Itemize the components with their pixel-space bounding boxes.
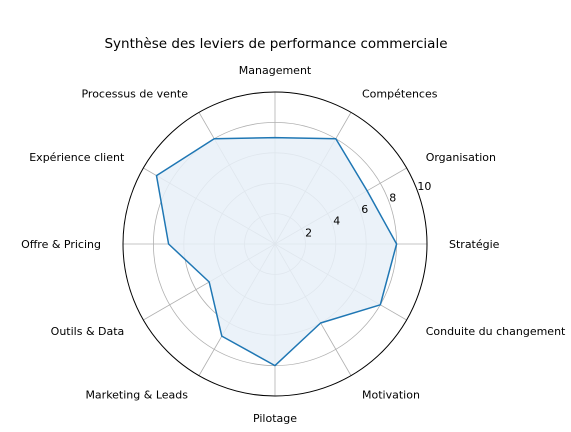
category-label-3: Compétences xyxy=(362,87,438,100)
category-label-11: Motivation xyxy=(362,389,420,402)
label-layer: Stratégie Organisation Compétences Manageme… xyxy=(21,64,566,425)
radial-tick-label-5: 10 xyxy=(417,180,431,193)
category-label-4: Management xyxy=(239,64,312,77)
radial-tick-label-2: 4 xyxy=(333,215,340,228)
radial-tick-label-3: 6 xyxy=(361,203,368,216)
category-label-12: Conduite du changement xyxy=(426,325,566,338)
category-label-5: Processus de vente xyxy=(81,87,188,100)
radial-tick-label-4: 8 xyxy=(389,192,396,205)
category-label-2: Organisation xyxy=(426,151,496,164)
chart-title: Synthèse des leviers de performance comm… xyxy=(104,36,447,52)
series-area-1 xyxy=(156,137,397,366)
outer-frame xyxy=(122,91,428,397)
data-layer xyxy=(155,136,398,367)
category-label-8: Outils & Data xyxy=(51,325,125,338)
series-line-1 xyxy=(155,136,398,367)
category-label-10: Pilotage xyxy=(253,412,297,425)
category-label-7: Offre & Pricing xyxy=(21,238,101,251)
category-label-6: Expérience client xyxy=(29,151,125,164)
radial-tick-label-1: 2 xyxy=(305,226,312,239)
category-label-1: Stratégie xyxy=(449,238,500,251)
category-label-9: Marketing & Leads xyxy=(85,389,188,402)
